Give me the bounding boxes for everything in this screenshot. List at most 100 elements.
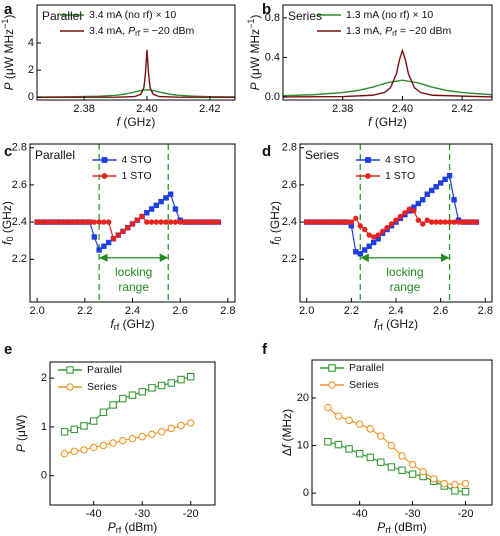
marker-circle	[129, 221, 136, 227]
legend-label: 1.3 mA, Prf = −20 dBm	[346, 25, 451, 38]
plot-frame	[311, 359, 493, 506]
legend-label: 1 STO	[385, 170, 415, 182]
legend-label: 1.3 mA (no rf) × 10	[346, 9, 433, 21]
marker-circle	[196, 219, 202, 225]
marker-square	[96, 247, 102, 253]
marker-circle	[172, 219, 179, 225]
label-part: rf	[116, 525, 122, 535]
marker-circle	[420, 221, 426, 227]
x-tick-label: -40	[86, 508, 102, 520]
x-axis-label: Prf (dBm)	[377, 520, 427, 535]
y-tick-label: 0	[41, 470, 47, 482]
marker-circle	[138, 432, 146, 441]
marker-circle	[355, 420, 364, 428]
marker-square	[105, 239, 112, 246]
label-part: P	[385, 25, 392, 37]
panel: 2.38 2.40 2.42 0.0 0.4 0.8	[265, 4, 493, 115]
label-part: f	[374, 317, 379, 331]
label-part: = −20 dBm	[140, 25, 195, 37]
plot-frame	[282, 4, 493, 101]
x-tick-label: 2.8	[478, 305, 493, 317]
label-part: (μW)	[14, 415, 28, 445]
marker-circle	[101, 173, 108, 179]
marker-circle	[67, 219, 74, 225]
marker-square	[109, 401, 117, 409]
marker-circle	[89, 443, 98, 452]
x-tick-label: 2.6	[433, 305, 448, 317]
legend-label: 3.4 mA (no rf) × 10	[89, 9, 176, 21]
marker-circle	[451, 219, 457, 225]
marker-circle	[419, 467, 427, 476]
marker-circle	[206, 219, 212, 225]
label-part: 0	[5, 236, 15, 241]
marker-circle	[99, 441, 108, 450]
marker-circle	[82, 219, 88, 225]
y-tick-label: 0.4	[265, 51, 280, 63]
marker-square	[158, 198, 164, 205]
marker-square	[387, 463, 396, 471]
marker-circle	[408, 460, 417, 469]
x-tick-label: -40	[352, 508, 368, 520]
panel-annotation: Series	[288, 9, 322, 23]
label-part: rf	[392, 29, 398, 38]
label-part: (GHz)	[372, 115, 407, 129]
y-tick-label: 0.0	[265, 91, 280, 103]
marker-circle	[77, 219, 83, 225]
panel: 2.38 2.40 2.42 0 2 4	[28, 4, 236, 115]
marker-square	[101, 157, 108, 163]
label-part: P	[108, 520, 116, 534]
x-tick-label: 2.42	[451, 103, 472, 115]
y-tick-label: 0	[303, 487, 309, 499]
label-part: (μW MHz	[248, 29, 262, 83]
marker-square	[446, 172, 453, 179]
legend-label: Series	[349, 379, 379, 391]
marker-circle	[440, 479, 449, 488]
marker-square	[357, 250, 363, 257]
label-part: rf	[114, 322, 120, 332]
marker-circle	[339, 219, 346, 225]
y-axis-label: P (μW MHz−1)	[246, 15, 262, 91]
legend-label: 4 STO	[385, 154, 415, 166]
y-axis-label: f0 (GHz)	[268, 201, 283, 245]
marker-square	[66, 366, 74, 374]
marker-circle	[39, 219, 45, 225]
marker-circle	[377, 432, 385, 440]
label-part: (dBm)	[121, 520, 157, 534]
marker-circle	[328, 381, 336, 389]
marker-square	[451, 197, 457, 203]
label-part: P	[14, 444, 28, 452]
marker-square	[377, 458, 385, 466]
y-tick-label: 2.4	[282, 216, 297, 228]
panel-letter: f	[262, 341, 268, 358]
marker-square	[177, 375, 185, 384]
label-part: 0	[273, 236, 283, 241]
marker-square	[186, 372, 195, 381]
series-line	[282, 48, 493, 98]
panel-annotation: Parallel	[42, 9, 82, 23]
x-axis-label: f (GHz)	[368, 115, 407, 129]
x-tick-label: -30	[405, 508, 421, 520]
label-part: −1	[0, 19, 10, 29]
marker-square	[128, 391, 137, 399]
legend-label: 1 STO	[122, 170, 152, 182]
label-part: P	[128, 25, 135, 37]
x-tick-label: 2.0	[299, 305, 314, 317]
label-part: (μW MHz	[2, 29, 16, 83]
label-part: f	[110, 317, 115, 331]
marker-circle	[66, 383, 74, 391]
marker-circle	[406, 206, 413, 212]
x-axis-label: f (GHz)	[117, 115, 156, 129]
x-tick-label: 2.2	[344, 305, 359, 317]
marker-circle	[411, 208, 417, 214]
marker-circle	[187, 219, 193, 225]
marker-circle	[109, 439, 117, 447]
label-part: f	[280, 443, 294, 448]
marker-square	[91, 234, 98, 240]
marker-circle	[308, 219, 314, 225]
marker-square	[362, 247, 368, 253]
marker-circle	[119, 436, 127, 445]
panel-letter: e	[4, 341, 12, 358]
marker-square	[167, 379, 176, 387]
marker-square	[148, 206, 155, 212]
